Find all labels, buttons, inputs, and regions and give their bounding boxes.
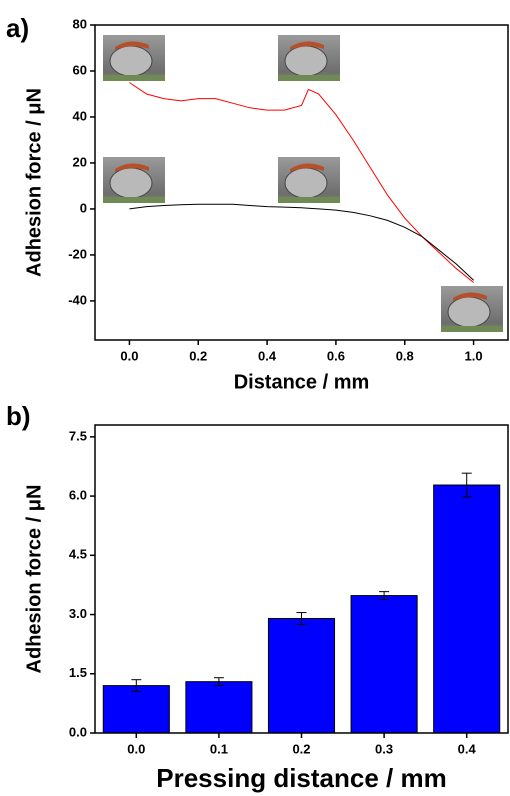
data-line — [129, 82, 474, 283]
x-tick-label: 0.0 — [127, 741, 145, 756]
probe — [290, 41, 324, 50]
y-tick-label: 20 — [73, 154, 87, 169]
probe — [453, 292, 487, 301]
bar — [102, 685, 170, 734]
probe — [290, 163, 324, 172]
droplet — [284, 167, 328, 199]
y-tick-label: 0.0 — [69, 724, 87, 739]
x-tick-label: 1.0 — [465, 348, 483, 363]
y-tick-label: 6.0 — [69, 488, 87, 503]
error-bar — [461, 472, 472, 498]
x-tick-label: 0.2 — [189, 348, 207, 363]
x-tick-label: 0.1 — [210, 741, 228, 756]
y-axis-title: Adhesion force / μN — [23, 88, 45, 277]
panel-label: b) — [6, 401, 31, 431]
error-bar — [296, 612, 307, 625]
plot-frame — [94, 424, 509, 734]
substrate — [441, 326, 503, 332]
x-axis-title: Pressing distance / mm — [156, 763, 446, 793]
y-tick-label: 40 — [73, 108, 87, 123]
x-axis-title: Distance / mm — [234, 371, 370, 393]
substrate — [103, 197, 165, 203]
droplet-photo — [103, 35, 165, 81]
x-tick-label: 0.4 — [258, 348, 277, 363]
y-tick-label: -20 — [68, 246, 87, 261]
probe — [115, 41, 149, 50]
droplet-photo — [278, 35, 340, 81]
error-bar — [379, 591, 390, 601]
y-tick-label: 60 — [73, 62, 87, 77]
bar — [350, 595, 418, 734]
y-tick-label: -40 — [68, 292, 87, 307]
droplet — [109, 167, 153, 199]
x-tick-label: 0.2 — [292, 741, 310, 756]
y-tick-label: 1.5 — [69, 665, 87, 680]
bar — [185, 681, 253, 734]
x-tick-label: 0.8 — [396, 348, 414, 363]
data-line — [129, 203, 474, 281]
substrate — [278, 75, 340, 81]
bar — [433, 484, 501, 734]
droplet-photo — [441, 286, 503, 332]
droplet — [109, 45, 153, 77]
error-bar — [131, 679, 142, 693]
substrate — [103, 75, 165, 81]
substrate — [278, 197, 340, 203]
y-tick-label: 4.5 — [69, 547, 87, 562]
x-tick-label: 0.6 — [327, 348, 345, 363]
droplet — [447, 296, 491, 328]
y-tick-label: 7.5 — [69, 428, 87, 443]
error-bar — [213, 677, 224, 687]
droplet-photo — [278, 157, 340, 203]
plot-frame — [94, 24, 509, 341]
x-tick-label: 0.0 — [120, 348, 138, 363]
y-axis-title: Adhesion force / μN — [23, 485, 45, 674]
droplet-photo — [103, 157, 165, 203]
x-tick-label: 0.3 — [375, 741, 393, 756]
x-tick-label: 0.4 — [458, 741, 477, 756]
probe — [115, 163, 149, 172]
droplet — [284, 45, 328, 77]
y-tick-label: 80 — [73, 16, 87, 31]
bar — [267, 617, 336, 734]
y-tick-label: 0 — [80, 200, 87, 215]
y-tick-label: 3.0 — [69, 606, 87, 621]
panel-label: a) — [6, 13, 29, 43]
